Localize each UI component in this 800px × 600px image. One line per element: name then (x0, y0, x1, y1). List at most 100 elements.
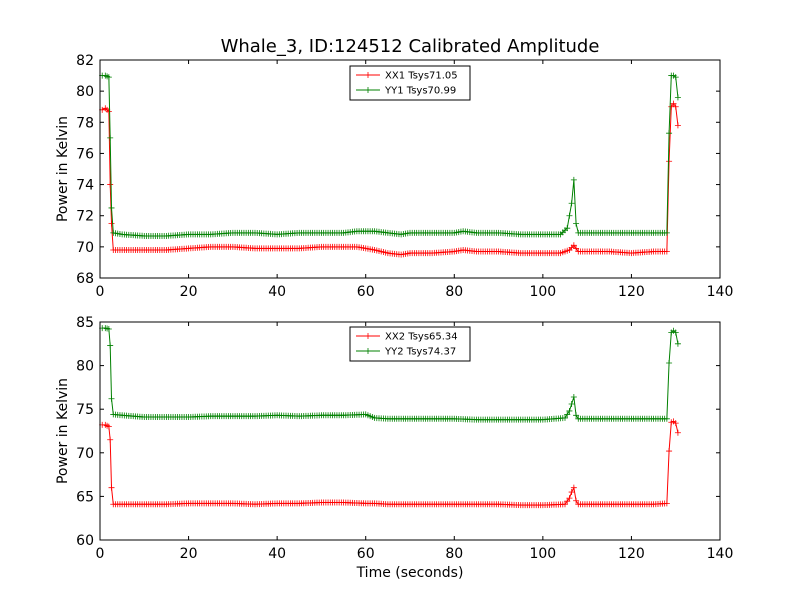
y-tick-label: 70 (76, 240, 94, 256)
data-point (108, 395, 115, 402)
x-tick-label: 140 (707, 546, 734, 562)
data-point (107, 134, 114, 141)
x-axis-label: Time (seconds) (356, 565, 464, 581)
y-tick-label: 80 (76, 84, 94, 100)
series-xx2 (99, 418, 681, 509)
x-tick-label: 80 (445, 546, 463, 562)
data-point (105, 423, 112, 430)
y-tick-label: 65 (76, 489, 94, 505)
data-point (570, 242, 577, 249)
legend-box (349, 65, 471, 101)
y-axis-label: Power in Kelvin (55, 116, 71, 222)
y-tick-label: 70 (76, 446, 94, 462)
y-tick-label: 80 (76, 359, 94, 375)
data-point (674, 122, 681, 129)
data-point (568, 400, 575, 407)
x-tick-label: 120 (618, 284, 645, 300)
data-point (564, 225, 571, 232)
y-tick-label: 85 (76, 315, 94, 331)
y-tick-label: 72 (76, 209, 94, 225)
data-point (666, 130, 673, 137)
legend-entry: XX1 Tsys71.05 (385, 71, 458, 82)
data-point (108, 204, 115, 211)
data-point (564, 498, 571, 505)
legend-marker (365, 348, 371, 354)
upper-plot: 0 20 40 60 80 100 120 140 68 70 72 74 76 78 80 82 Power … (55, 36, 733, 300)
x-tick-label: 40 (268, 284, 286, 300)
data-point (663, 229, 670, 236)
data-point (562, 414, 568, 421)
data-point (107, 181, 114, 188)
data-point (566, 212, 573, 219)
data-point (570, 176, 577, 183)
series-yy2 (99, 325, 681, 423)
data-point (663, 415, 670, 422)
data-point (663, 500, 670, 507)
x-tick-label: 20 (180, 284, 198, 300)
data-point (663, 248, 670, 255)
y-tick-label: 60 (76, 533, 94, 549)
x-tick-label: 0 (96, 284, 105, 300)
data-point (674, 94, 681, 101)
data-point (566, 407, 573, 414)
legend-entry: XX2 Tsys65.34 (385, 332, 458, 343)
data-point (105, 74, 112, 81)
x-tick-label: 60 (357, 546, 375, 562)
data-point (566, 495, 573, 502)
plot-frame (99, 59, 721, 279)
data-point (573, 412, 580, 419)
data-point (674, 429, 681, 436)
x-tick-label: 100 (529, 284, 556, 300)
x-tick-label: 140 (707, 284, 734, 300)
plot-frame (99, 321, 721, 541)
data-point (573, 245, 580, 252)
legend-entry: YY2 Tsys74.37 (384, 347, 456, 358)
data-point (573, 220, 580, 227)
x-tick-label: 120 (618, 546, 645, 562)
data-point (672, 329, 679, 336)
y-tick-label: 75 (76, 402, 94, 418)
y-tick-label: 76 (76, 146, 94, 162)
x-tick-label: 0 (96, 546, 105, 562)
data-point (108, 220, 115, 227)
data-point (108, 484, 115, 491)
data-point (666, 448, 673, 455)
data-point (107, 436, 114, 443)
y-tick-label: 82 (76, 53, 94, 69)
legend-marker (365, 72, 371, 78)
chart-title: Whale_3, ID:124512 Calibrated Amplitude (221, 36, 600, 57)
x-tick-label: 40 (268, 546, 286, 562)
series-xx1 (99, 100, 681, 258)
data-point (672, 74, 679, 81)
legend-entry: YY1 Tsys70.99 (384, 86, 456, 97)
legend-box (349, 326, 471, 362)
data-point (672, 103, 679, 110)
y-tick-label: 74 (76, 178, 94, 194)
data-point (107, 342, 114, 349)
data-point (672, 420, 679, 427)
data-point (570, 484, 577, 491)
data-point (570, 393, 577, 400)
legend-marker (365, 333, 371, 339)
data-point (666, 158, 673, 165)
data-point (564, 411, 571, 418)
y-axis-label: Power in Kelvin (55, 378, 71, 484)
series-yy1 (99, 72, 681, 239)
data-point (105, 108, 112, 115)
lower-plot: 0 20 40 60 80 100 120 140 60 65 70 75 80 85 Power in K… (55, 315, 733, 581)
y-tick-label: 78 (76, 115, 94, 131)
data-point (670, 100, 677, 107)
y-tick-label: 68 (76, 271, 94, 287)
legend: XX1 Tsys71.05 YY1 Tsys70.99 (349, 65, 471, 101)
legend-marker (365, 87, 371, 93)
x-tick-label: 80 (445, 284, 463, 300)
data-point (568, 200, 575, 207)
x-tick-label: 60 (357, 284, 375, 300)
data-point (573, 497, 580, 504)
x-tick-label: 100 (529, 546, 556, 562)
x-tick-label: 20 (180, 546, 198, 562)
data-point (568, 489, 575, 496)
legend: XX2 Tsys65.34 YY2 Tsys74.37 (349, 326, 471, 362)
data-point (105, 325, 112, 332)
